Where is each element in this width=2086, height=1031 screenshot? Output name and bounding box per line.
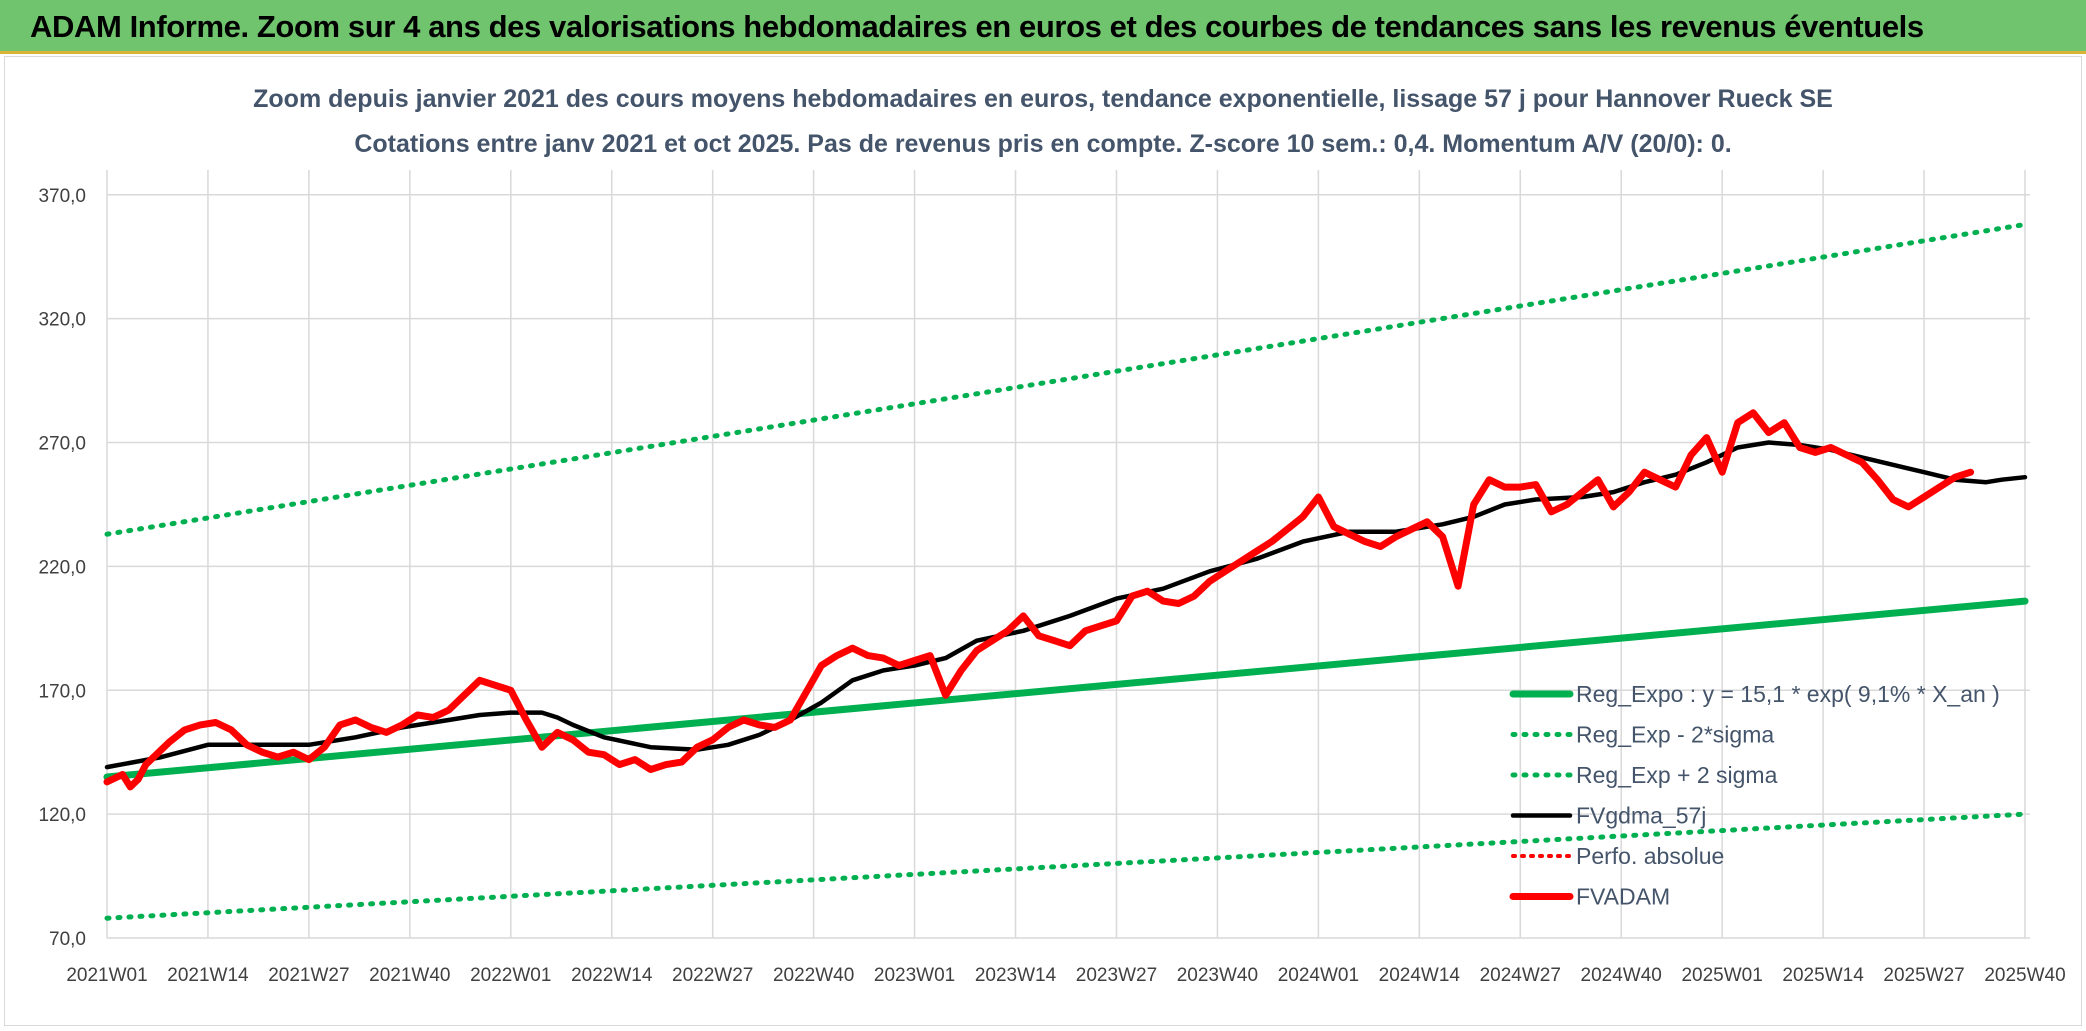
series-line-fvgdma-57j (104, 440, 2028, 770)
x-tick-label: 2024W27 (1480, 965, 1561, 986)
series-line-fvadam (103, 409, 1975, 791)
chart-title: Zoom depuis janvier 2021 des cours moyen… (253, 85, 1833, 113)
x-tick-label: 2023W27 (1076, 965, 1157, 986)
legend: Reg_Expo : y = 15,1 * exp( 9,1% * X_an )… (1509, 681, 2000, 910)
report-banner: ADAM Informe. Zoom sur 4 ans des valoris… (0, 0, 2086, 54)
x-axis: 2021W01 2021W14 2021W27 2021W40 2022W01 2022W… (66, 965, 2065, 986)
series-lines (103, 222, 2029, 921)
y-tick-label: 370,0 (38, 186, 86, 207)
chart-subtitle: Cotations entre janv 2021 et oct 2025. P… (354, 130, 1731, 158)
gridlines (106, 170, 2030, 939)
x-tick-label: 2021W01 (66, 965, 147, 986)
x-tick-label: 2021W27 (268, 965, 349, 986)
x-tick-label: 2021W14 (167, 965, 249, 986)
x-tick-label: 2025W40 (1984, 965, 2065, 986)
x-tick-label: 2021W40 (369, 965, 450, 986)
y-tick-label: 70,0 (49, 929, 86, 950)
legend-label: Reg_Exp - 2*sigma (1576, 722, 1774, 748)
y-tick-label: 120,0 (38, 805, 86, 826)
series-line-reg-exp-2-sigma (104, 811, 2028, 921)
x-tick-label: 2024W40 (1581, 965, 1662, 986)
x-tick-label: 2025W14 (1782, 965, 1864, 986)
series-line-reg-expo-y-15-1-exp-9-1-x-an (103, 597, 2029, 781)
y-tick-label: 220,0 (38, 557, 86, 578)
x-tick-label: 2023W40 (1177, 965, 1258, 986)
x-tick-label: 2025W27 (1883, 965, 1964, 986)
x-tick-label: 2022W27 (672, 965, 753, 986)
x-tick-label: 2024W01 (1278, 965, 1359, 986)
x-tick-label: 2022W40 (773, 965, 854, 986)
x-tick-label: 2023W14 (975, 965, 1057, 986)
x-tick-label: 2022W01 (470, 965, 551, 986)
report-title: ADAM Informe. Zoom sur 4 ans des valoris… (30, 9, 1924, 44)
y-tick-label: 270,0 (38, 434, 86, 455)
x-tick-label: 2023W01 (874, 965, 955, 986)
y-axis: 70,0 120,0 170,0 220,0 270,0 320,0 370,0 (38, 186, 86, 950)
legend-label: Reg_Exp + 2 sigma (1576, 762, 1778, 788)
legend-label: FVADAM (1576, 884, 1670, 910)
chart-frame (4, 56, 2082, 1026)
legend-label: FVgdma_57j (1576, 803, 1706, 829)
x-tick-label: 2024W14 (1379, 965, 1461, 986)
y-tick-label: 320,0 (38, 310, 86, 331)
y-tick-label: 170,0 (38, 681, 86, 702)
legend-label: Reg_Expo : y = 15,1 * exp( 9,1% * X_an ) (1576, 681, 2000, 707)
legend-label: Perfo. absolue (1576, 843, 1724, 869)
x-tick-label: 2025W01 (1681, 965, 1762, 986)
series-line-reg-exp-2-sigma (104, 222, 2028, 537)
x-tick-label: 2022W14 (571, 965, 653, 986)
